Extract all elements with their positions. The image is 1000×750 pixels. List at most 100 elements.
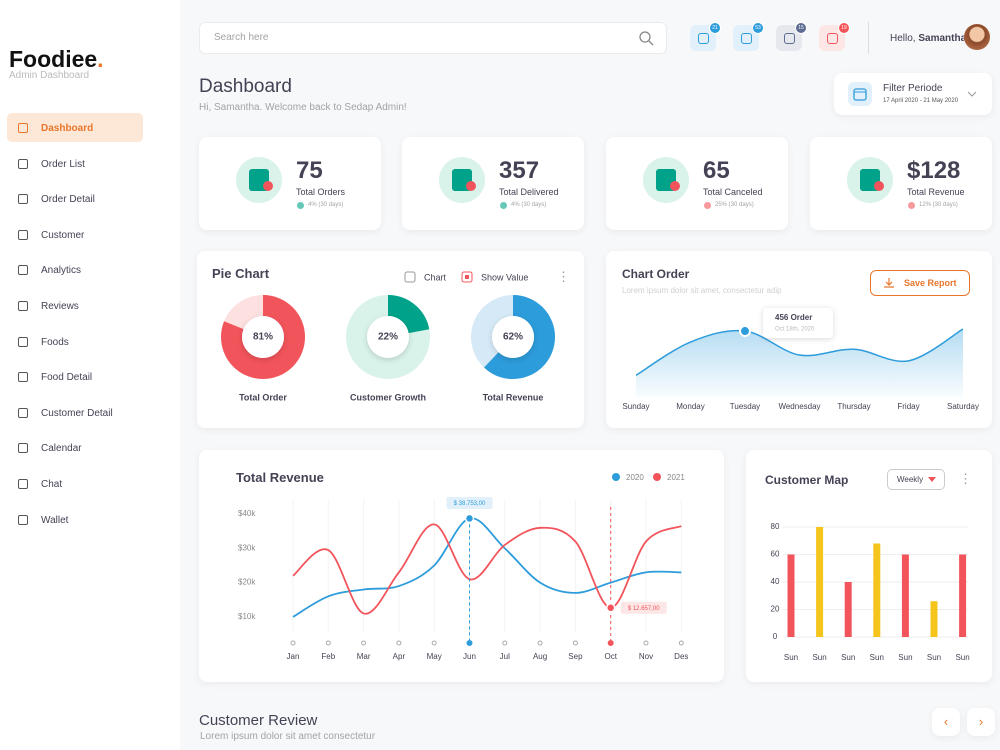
nav-label: Order Detail [41,194,95,206]
dropdown[interactable]: Weekly [887,469,945,490]
nav-label: Customer [41,229,85,241]
save-label: Save Report [904,278,957,288]
badge: 15 [795,22,807,34]
stat-icon-dot [466,181,476,191]
notification-icon [698,33,709,44]
greeting-text: Hello, [890,33,916,44]
stat-icon [643,157,689,203]
nav-icon [18,194,28,205]
stat-label: Total Canceled [703,187,763,197]
trend-icon [908,202,915,209]
brand-dot: . [97,46,104,72]
stat-label: Total Delivered [499,187,559,197]
revenue-title: Total Revenue [236,470,324,485]
brand-subtitle: Admin Dashboard [9,70,90,81]
nav-item[interactable]: Order Detail [7,184,143,213]
nav-item[interactable]: Customer [7,220,143,249]
brand-name: Foodiee [9,46,98,72]
stat-icon-dot [263,181,273,191]
nav-label: Order List [41,158,85,170]
menu[interactable]: ⋮ [557,269,570,284]
nav-icon [18,407,28,418]
nav-label: Chat [41,479,63,490]
prev-button[interactable]: ‹ [932,708,960,736]
nav-label: Food Detail [41,372,93,384]
badge: 21 [709,22,721,34]
stat-icon [236,157,282,203]
greeting: Hello, Samantha [890,33,966,44]
nav-label: Reviews [41,301,79,312]
stat-label: Total Revenue [907,187,965,197]
filter-title: Filter Periode [883,83,943,94]
stat-value: 65 [703,157,730,184]
notification-icon [827,33,838,44]
nav-icon [18,336,28,347]
brand: Foodiee. [9,46,104,73]
trend-icon [500,202,507,209]
sidebar: Foodiee. Admin Dashboard Dashboard Order … [0,0,180,750]
nav-icon [18,301,28,311]
nav-item[interactable]: Reviews [7,291,143,320]
stat-icon [439,157,485,203]
trend-icon [297,202,304,209]
stat-label: Total Orders [296,187,346,197]
nav-icon [18,443,28,454]
page-subtitle: Hi, Samantha. Welcome back to Sedap Admi… [199,102,407,113]
divider [868,22,869,54]
user-name: Samantha [918,33,967,44]
order-subtitle: Lorem ipsum dolor sit amet, consectetur … [622,286,782,295]
stat-card: 75 Total Orders 4% (30 days) [199,137,381,230]
nav-item[interactable]: Foods [7,327,143,356]
map-title: Customer Map [765,473,849,487]
notification-button[interactable]: 53 [733,22,764,51]
review-title: Customer Review [199,712,318,729]
nav-label: Foods [41,336,69,348]
nav-label: Analytics [41,265,82,277]
nav-item[interactable]: Analytics [7,255,143,284]
nav-item[interactable]: Wallet [7,505,143,534]
map-card: Customer Map Weekly ⋮ [746,450,992,682]
nav-item[interactable]: Chat [7,469,143,498]
stat-change: 4% (30 days) [308,202,344,208]
next-button[interactable]: › [967,708,995,736]
filter[interactable]: Filter Periode 17 April 2020 - 21 May 20… [834,73,992,115]
badge: 19 [838,22,850,34]
stat-change: 25% (30 days) [715,202,754,208]
notification-icon [741,33,752,44]
pie-card: Pie Chart ⋮ [197,251,584,428]
order-card: Chart Order Lorem ipsum dolor sit amet, … [606,251,992,428]
order-title: Chart Order [622,267,690,281]
save-button[interactable]: Save Report [870,270,970,296]
stat-change: 4% (30 days) [511,202,547,208]
nav-icon [18,479,28,489]
notification-button[interactable]: 19 [819,22,850,51]
nav-item[interactable]: Calendar [7,433,143,462]
notification-button[interactable]: 21 [690,22,721,51]
search[interactable]: Search here [199,22,667,54]
stat-card: 65 Total Canceled 25% (30 days) [606,137,788,230]
nav-label: Wallet [41,514,69,526]
dropdown-label: Weekly [897,475,924,484]
calendar-icon [848,82,872,106]
nav-label: Customer Detail [41,407,113,419]
menu[interactable]: ⋮ [959,471,972,486]
avatar[interactable] [964,24,990,50]
nav-item[interactable]: Food Detail [7,362,143,391]
stat-card: 357 Total Delivered 4% (30 days) [402,137,584,230]
stat-icon-dot [670,181,680,191]
review-subtitle: Lorem ipsum dolor sit amet consectetur [200,731,376,742]
nav-icon [18,372,28,383]
nav-label: Calendar [41,443,82,455]
nav-icon [18,123,28,133]
stat-change: 12% (30 days) [919,202,958,208]
nav-item[interactable]: Dashboard [7,113,143,142]
revenue-card: Total Revenue [199,450,724,682]
nav-icon [18,229,28,240]
chevron [967,91,977,97]
notification-button[interactable]: 15 [776,22,807,51]
notification-icon [784,33,795,44]
nav-item[interactable]: Customer Detail [7,398,143,427]
nav-item[interactable]: Order List [7,149,143,178]
stat-value: 75 [296,157,323,184]
